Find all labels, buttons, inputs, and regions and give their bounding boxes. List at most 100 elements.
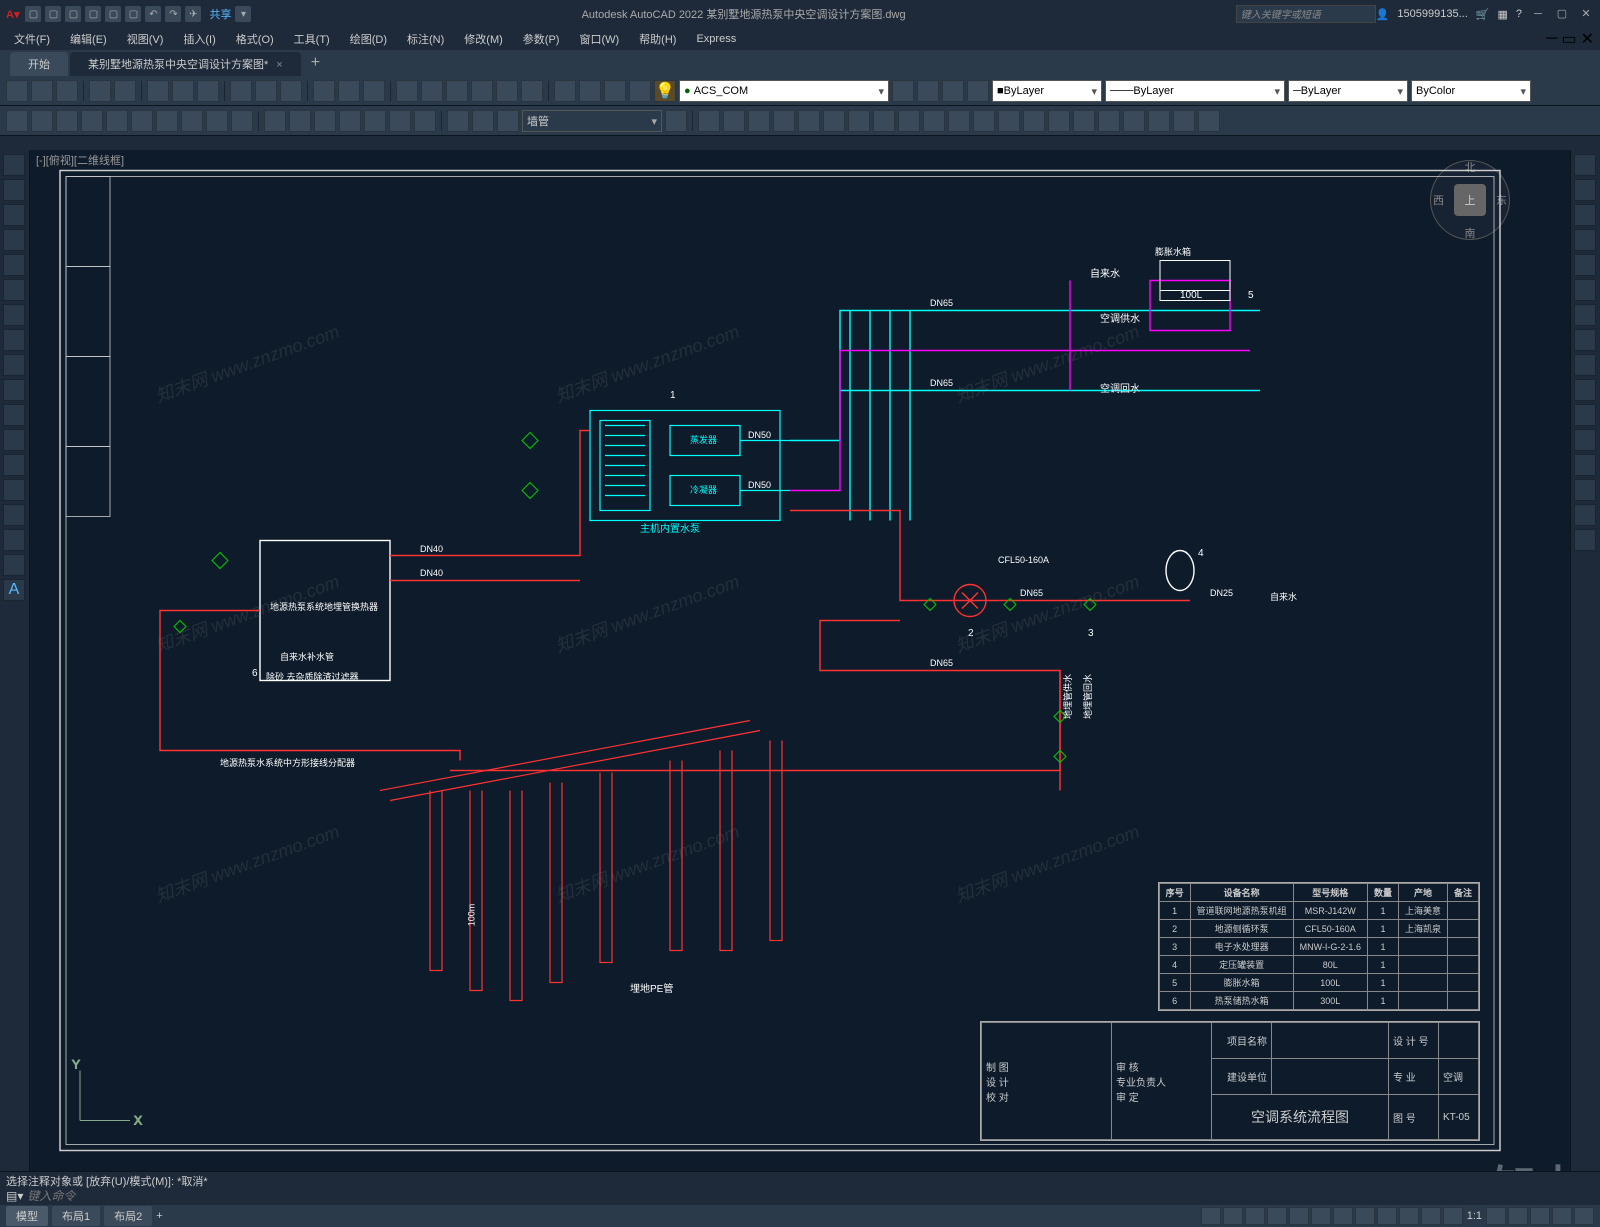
tb-e4-icon[interactable] <box>773 110 795 132</box>
mod-stretch-icon[interactable] <box>1574 354 1596 376</box>
tool-spline-icon[interactable] <box>3 354 25 376</box>
tb-open-icon[interactable] <box>31 80 53 102</box>
tb-print-icon[interactable] <box>89 80 111 102</box>
menu-window[interactable]: 窗口(W) <box>571 29 627 49</box>
doc-restore-button[interactable]: ▭ <box>1561 29 1576 49</box>
tb-e10-icon[interactable] <box>923 110 945 132</box>
command-input[interactable] <box>27 1189 1594 1203</box>
tb-dim18-icon[interactable] <box>447 110 469 132</box>
color-combo[interactable]: ■ ByLayer▾ <box>992 80 1102 102</box>
tb-redo2-icon[interactable] <box>280 80 302 102</box>
menu-help[interactable]: 帮助(H) <box>631 29 684 49</box>
tb-pan-icon[interactable] <box>313 80 335 102</box>
tb-e3-icon[interactable] <box>748 110 770 132</box>
qat-undo-icon[interactable]: ↶ <box>145 6 161 22</box>
tool-arc-icon[interactable] <box>3 229 25 251</box>
ltype-combo[interactable]: ─── ByLayer▾ <box>1105 80 1285 102</box>
menu-modify[interactable]: 修改(M) <box>456 29 511 49</box>
mod-move-icon[interactable] <box>1574 279 1596 301</box>
tb-dim2-icon[interactable] <box>31 110 53 132</box>
tb-layer3-icon[interactable] <box>604 80 626 102</box>
doc-minimize-button[interactable]: ─ <box>1546 30 1557 48</box>
tb-dim13-icon[interactable] <box>314 110 336 132</box>
status-anno-icon[interactable] <box>1443 1207 1463 1225</box>
status-grid-icon[interactable] <box>1201 1207 1221 1225</box>
tb-dim16-icon[interactable] <box>389 110 411 132</box>
share-label[interactable]: 共享 <box>209 6 231 22</box>
tb-match-icon[interactable] <box>230 80 252 102</box>
status-iso-icon[interactable] <box>1508 1207 1528 1225</box>
tb-dim14-icon[interactable] <box>339 110 361 132</box>
tb-laystate-icon[interactable] <box>967 80 989 102</box>
tool-ray-icon[interactable] <box>3 404 25 426</box>
tb-cut-icon[interactable] <box>147 80 169 102</box>
tb-e16-icon[interactable] <box>1073 110 1095 132</box>
status-ortho-icon[interactable] <box>1245 1207 1265 1225</box>
tb-layer2-icon[interactable] <box>579 80 601 102</box>
qat-plot-icon[interactable]: ▢ <box>125 6 141 22</box>
menu-draw[interactable]: 绘图(D) <box>342 29 395 49</box>
tb-dim11-icon[interactable] <box>264 110 286 132</box>
mod-copy-icon[interactable] <box>1574 179 1596 201</box>
tb-ssm-icon[interactable] <box>471 80 493 102</box>
status-otrack-icon[interactable] <box>1333 1207 1353 1225</box>
mod-mirror-icon[interactable] <box>1574 204 1596 226</box>
status-polar-icon[interactable] <box>1267 1207 1287 1225</box>
tb-preview-icon[interactable] <box>114 80 136 102</box>
tool-ellipse-icon[interactable] <box>3 304 25 326</box>
mod-chamfer-icon[interactable] <box>1574 479 1596 501</box>
help-search[interactable]: 键入关键字或短语 <box>1236 5 1376 23</box>
tb-e21-icon[interactable] <box>1198 110 1220 132</box>
tb-e15-icon[interactable] <box>1048 110 1070 132</box>
tool-block-icon[interactable] <box>3 454 25 476</box>
menu-edit[interactable]: 编辑(E) <box>62 29 115 49</box>
tool-rect-icon[interactable] <box>3 254 25 276</box>
menu-format[interactable]: 格式(O) <box>228 29 282 49</box>
drawing-canvas[interactable]: [-][俯视][二维线框] 北 南 西 东 上 <box>30 150 1570 1171</box>
status-custom-icon[interactable] <box>1574 1207 1594 1225</box>
status-qs-icon[interactable] <box>1421 1207 1441 1225</box>
tb-paste-icon[interactable] <box>197 80 219 102</box>
mod-scale-icon[interactable] <box>1574 329 1596 351</box>
cart-icon[interactable]: 🛒 <box>1476 8 1490 21</box>
mod-break-icon[interactable] <box>1574 429 1596 451</box>
tb-e12-icon[interactable] <box>973 110 995 132</box>
user-icon[interactable]: 👤 <box>1376 8 1390 21</box>
tb-dim20-icon[interactable] <box>497 110 519 132</box>
status-3dosnap-icon[interactable] <box>1311 1207 1331 1225</box>
minimize-button[interactable]: ─ <box>1530 6 1546 22</box>
tb-prop-icon[interactable] <box>396 80 418 102</box>
menu-tools[interactable]: 工具(T) <box>286 29 338 49</box>
tool-mtext-icon[interactable] <box>3 554 25 576</box>
tb-laymatch-icon[interactable] <box>917 80 939 102</box>
menu-dim[interactable]: 标注(N) <box>399 29 452 49</box>
mod-fillet-icon[interactable] <box>1574 504 1596 526</box>
tb-new-icon[interactable] <box>6 80 28 102</box>
mod-rotate-icon[interactable] <box>1574 304 1596 326</box>
menu-file[interactable]: 文件(F) <box>6 29 58 49</box>
menu-view[interactable]: 视图(V) <box>119 29 172 49</box>
tb-e1-icon[interactable] <box>698 110 720 132</box>
mod-array-icon[interactable] <box>1574 254 1596 276</box>
status-gear-icon[interactable] <box>1486 1207 1506 1225</box>
tb-dim3-icon[interactable] <box>56 110 78 132</box>
qat-new-icon[interactable]: ▢ <box>25 6 41 22</box>
tb-zoomw-icon[interactable] <box>363 80 385 102</box>
tool-region-icon[interactable] <box>3 529 25 551</box>
tb-e8-icon[interactable] <box>873 110 895 132</box>
tool-a-icon[interactable]: A <box>3 579 25 601</box>
tb-e20-icon[interactable] <box>1173 110 1195 132</box>
tool-text-icon[interactable] <box>3 504 25 526</box>
tb-e17-icon[interactable] <box>1098 110 1120 132</box>
tb-dc-icon[interactable] <box>421 80 443 102</box>
tab-model[interactable]: 模型 <box>6 1206 48 1226</box>
tool-circle-icon[interactable] <box>3 204 25 226</box>
status-snap-icon[interactable] <box>1223 1207 1243 1225</box>
tool-point-icon[interactable] <box>3 429 25 451</box>
tb-e13-icon[interactable] <box>998 110 1020 132</box>
tb-dim12-icon[interactable] <box>289 110 311 132</box>
qat-web-icon[interactable]: ▢ <box>105 6 121 22</box>
tb-e14-icon[interactable] <box>1023 110 1045 132</box>
tab-close-icon[interactable]: × <box>276 59 282 71</box>
tb-zoom-icon[interactable] <box>338 80 360 102</box>
